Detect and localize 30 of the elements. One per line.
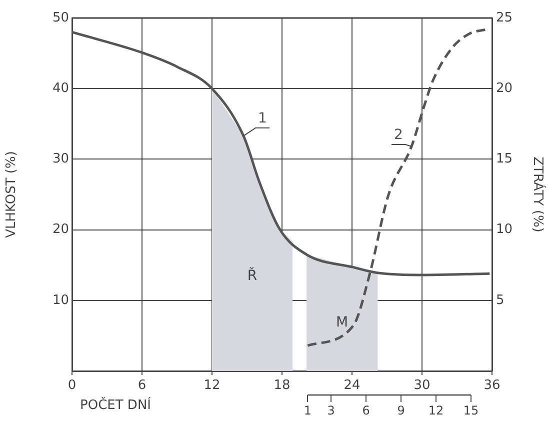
- y-tick-label: 40: [52, 80, 69, 96]
- x2-tick-label: 12: [428, 403, 444, 418]
- y-tick-label: 50: [52, 10, 69, 26]
- x-tick-label: 36: [484, 378, 500, 394]
- x-tick-label: 6: [138, 378, 146, 394]
- y2-tick-label: 15: [496, 152, 513, 167]
- x-tick-label: 18: [274, 378, 290, 394]
- y2-tick-label: 10: [496, 222, 513, 238]
- x-axis-title: POČET DNÍ: [80, 396, 152, 413]
- y-tick-label: 30: [52, 152, 69, 167]
- series-label: 1: [258, 110, 267, 127]
- y-tick-label: 20: [52, 222, 69, 238]
- x-tick-label: 12: [204, 378, 220, 394]
- series-label: 2: [394, 127, 403, 144]
- y2-tick-label: 20: [496, 80, 513, 96]
- y-tick-label: 10: [52, 292, 69, 308]
- x2-tick-label: 6: [362, 403, 370, 418]
- y2-axis-title: ZTRÁTY (%): [530, 156, 547, 232]
- x-tick-label: 24: [344, 378, 360, 394]
- y-axis-title: VLHKOST (%): [4, 151, 20, 238]
- x2-tick-label: 15: [463, 403, 479, 418]
- y2-tick-label: 25: [496, 10, 513, 26]
- x2-tick-label: 9: [397, 403, 405, 418]
- band-label: M: [336, 314, 348, 331]
- x2-tick-label: 3: [327, 403, 335, 418]
- x2-tick-label: 1: [304, 403, 312, 418]
- x-tick-label: 30: [414, 378, 430, 394]
- x-tick-label: 0: [68, 378, 76, 394]
- y2-tick-label: 5: [496, 292, 504, 308]
- band-label: Ř: [247, 267, 258, 284]
